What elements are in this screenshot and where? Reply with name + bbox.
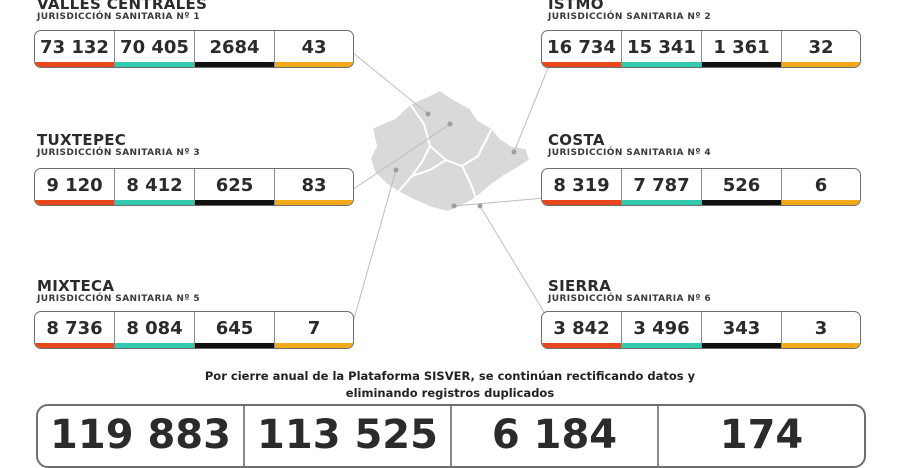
deaths: 526 [702, 169, 782, 205]
connector-lines [351, 51, 549, 327]
confirmed-cases: 16 734 [542, 31, 622, 67]
confirmed-cases: 3 842 [542, 312, 622, 348]
deaths: 645 [195, 312, 275, 348]
deaths: 625 [195, 169, 275, 205]
region-name: ISTMO [548, 0, 604, 13]
stats-box-valles-centrales: 73 132 70 405 2684 43 [34, 30, 354, 68]
region-tuxtepec: TUXTEPEC JURISDICCIÓN SANITARIA Nº 3 [37, 132, 200, 159]
confirmed-cases: 8 319 [542, 169, 622, 205]
oaxaca-map [351, 51, 549, 327]
active-cases: 32 [782, 31, 860, 67]
jurisdiction-label: JURISDICCIÓN SANITARIA Nº 1 [37, 12, 201, 22]
region-costa: COSTA JURISDICCIÓN SANITARIA Nº 4 [548, 132, 711, 159]
total-confirmed: 119 883 [38, 406, 245, 466]
totals-box: 119 883 113 525 6 184 174 [36, 404, 866, 468]
stats-box-istmo: 16 734 15 341 1 361 32 [541, 30, 861, 68]
deaths: 1 361 [702, 31, 782, 67]
stats-box-mixteca: 8 736 8 084 645 7 [34, 311, 354, 349]
recovered-cases: 8 084 [115, 312, 195, 348]
jurisdiction-label: JURISDICCIÓN SANITARIA Nº 4 [548, 148, 712, 158]
total-deaths: 6 184 [452, 406, 659, 466]
confirmed-cases: 9 120 [35, 169, 115, 205]
region-sierra: SIERRA JURISDICCIÓN SANITARIA Nº 6 [548, 278, 711, 305]
jurisdiction-label: JURISDICCIÓN SANITARIA Nº 6 [548, 294, 712, 304]
notice-line-1: Por cierre anual de la Plataforma SISVER… [204, 369, 696, 383]
jurisdiction-label: JURISDICCIÓN SANITARIA Nº 2 [548, 12, 712, 22]
region-istmo: ISTMO JURISDICCIÓN SANITARIA Nº 2 [548, 0, 711, 23]
region-valles-centrales: VALLES CENTRALES JURISDICCIÓN SANITARIA … [37, 0, 207, 23]
region-name: VALLES CENTRALES [37, 0, 208, 13]
total-recovered: 113 525 [245, 406, 452, 466]
active-cases: 6 [782, 169, 860, 205]
map-shape [368, 88, 532, 214]
recovered-cases: 8 412 [115, 169, 195, 205]
stats-box-sierra: 3 842 3 496 343 3 [541, 311, 861, 349]
region-name: SIERRA [548, 277, 612, 295]
active-cases: 7 [275, 312, 353, 348]
stats-box-tuxtepec: 9 120 8 412 625 83 [34, 168, 354, 206]
recovered-cases: 15 341 [622, 31, 702, 67]
notice-line-2: eliminando registros duplicados [345, 386, 555, 400]
recovered-cases: 70 405 [115, 31, 195, 67]
region-name: MIXTECA [37, 277, 115, 295]
deaths: 343 [702, 312, 782, 348]
stats-box-costa: 8 319 7 787 526 6 [541, 168, 861, 206]
region-name: TUXTEPEC [37, 131, 127, 149]
map-dots [393, 111, 517, 209]
region-mixteca: MIXTECA JURISDICCIÓN SANITARIA Nº 5 [37, 278, 200, 305]
confirmed-cases: 8 736 [35, 312, 115, 348]
deaths: 2684 [195, 31, 275, 67]
jurisdiction-label: JURISDICCIÓN SANITARIA Nº 5 [37, 294, 201, 304]
active-cases: 3 [782, 312, 860, 348]
jurisdiction-label: JURISDICCIÓN SANITARIA Nº 3 [37, 148, 201, 158]
region-name: COSTA [548, 131, 605, 149]
recovered-cases: 3 496 [622, 312, 702, 348]
recovered-cases: 7 787 [622, 169, 702, 205]
active-cases: 83 [275, 169, 353, 205]
active-cases: 43 [275, 31, 353, 67]
confirmed-cases: 73 132 [35, 31, 115, 67]
notice-text: Por cierre anual de la Plataforma SISVER… [150, 368, 750, 402]
total-active: 174 [719, 412, 804, 458]
